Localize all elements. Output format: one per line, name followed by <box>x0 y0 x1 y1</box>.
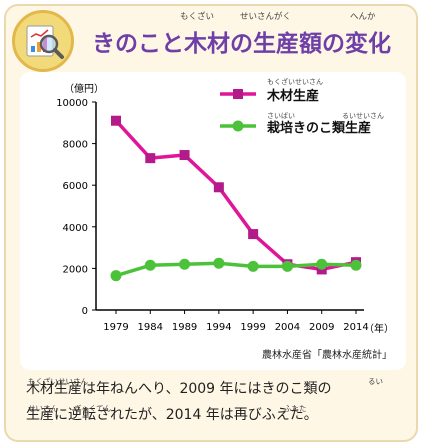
y-tick-label: 6000 <box>63 181 88 192</box>
x-tick-label: 1994 <box>206 322 231 333</box>
data-point-timber <box>213 182 224 193</box>
title-ruby: もくざい <box>180 12 215 22</box>
series-line-mushroom <box>115 261 357 278</box>
data-point-timber <box>111 115 121 126</box>
caption-line-2: せいさん ぎゃくてん ふたた 生産に逆転されたが、2014 年は再びふえた。 <box>26 402 410 428</box>
x-tick-label: 1989 <box>172 322 197 333</box>
data-point-timber <box>248 229 259 240</box>
legend: もくざいせいさん 木材生産 さいばい るいせいさん 栽培きのこ類生産 <box>220 77 384 136</box>
line-chart: （億円） （年） 0 2000 4000 6000 8000 10000 1979 1984… <box>56 77 394 361</box>
title-ruby: へんか <box>350 12 376 22</box>
data-point-mushroom <box>281 260 293 272</box>
legend-label-timber: 木材生産 <box>266 88 319 104</box>
legend-marker-timber <box>233 89 243 99</box>
data-point-mushroom <box>179 258 191 270</box>
legend-ruby-mushroom-a: さいばい <box>267 111 295 120</box>
y-axis-unit: （億円） <box>64 82 104 95</box>
caption-ruby: せいさん <box>28 404 58 413</box>
caption-text-2: 生産に逆転されたが、2014 年は再びふえた。 <box>26 407 318 423</box>
x-tick-label: 1984 <box>138 322 163 333</box>
data-point-mushroom <box>144 259 156 271</box>
legend-label-mushroom: 栽培きのこ類生産 <box>267 120 371 136</box>
caption-ruby: るい <box>368 377 383 386</box>
data-point-mushroom <box>350 259 362 271</box>
magnifier-chart-icon <box>12 10 74 72</box>
y-tick-label: 8000 <box>63 140 88 151</box>
source-note: 農林水産省「農林水産統計」 <box>262 348 392 361</box>
y-tick-label: 4000 <box>63 223 88 234</box>
caption-ruby: ふたた <box>284 404 307 413</box>
data-point-timber <box>145 153 156 164</box>
x-tick-label: 2009 <box>309 322 334 333</box>
title-text: きのこと木材の生産額の変化 <box>92 31 391 57</box>
data-point-mushroom <box>316 258 328 270</box>
x-tick-label: 1979 <box>103 322 128 333</box>
chart-area: （億円） （年） 0 2000 4000 6000 8000 10000 1979 1984… <box>20 72 406 370</box>
x-tick-label: 1999 <box>240 322 265 333</box>
x-tick-label: 2014 <box>343 322 368 333</box>
data-point-mushroom <box>247 260 259 272</box>
legend-ruby-mushroom-b: るいせいさん <box>342 112 384 120</box>
caption: もくざいせいさん るい 木材生産は年ねんへり、2009 年にはきのこ類の せいさ… <box>26 376 410 428</box>
caption-ruby: もくざいせいさん <box>28 377 88 386</box>
caption-ruby: ぎゃくてん <box>74 404 112 413</box>
data-point-mushroom <box>110 270 122 282</box>
page-title: もくざい せいさんがく へんか きのこと木材の生産額の変化 <box>92 12 412 64</box>
y-tick-label: 2000 <box>63 264 88 275</box>
caption-line-1: もくざいせいさん るい 木材生産は年ねんへり、2009 年にはきのこ類の <box>26 376 410 402</box>
data-point-mushroom <box>213 257 225 269</box>
y-tick-label: 10000 <box>56 98 88 109</box>
x-axis-unit: （年） <box>364 322 394 335</box>
title-ruby: せいさんがく <box>240 12 292 22</box>
data-point-timber <box>179 150 190 161</box>
caption-text-1: 木材生産は年ねんへり、2009 年にはきのこ類の <box>26 381 332 397</box>
y-tick-label: 0 <box>82 306 88 317</box>
legend-marker-mushroom <box>232 120 244 132</box>
x-tick-label: 2004 <box>275 322 300 333</box>
series-line-timber <box>114 119 357 272</box>
legend-ruby-timber: もくざいせいさん <box>267 77 323 86</box>
